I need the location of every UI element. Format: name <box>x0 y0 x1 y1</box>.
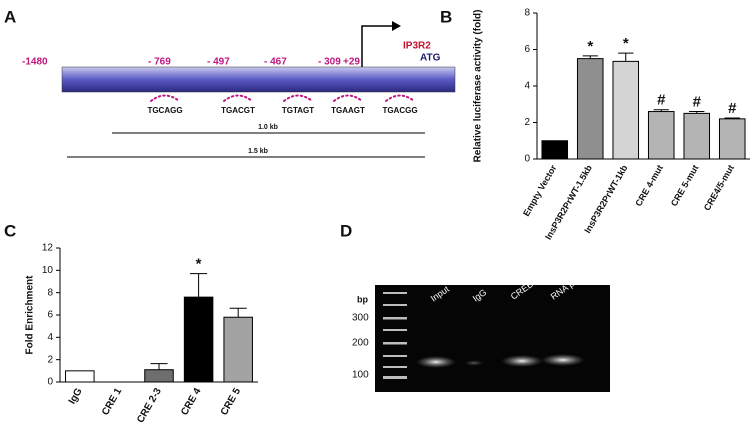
y-tick-label: 8 <box>47 287 53 298</box>
panel-label: D <box>340 221 352 240</box>
bar <box>65 370 95 383</box>
x-tick-label: CRE 5 <box>219 386 243 417</box>
x-tick-label: IgG <box>67 386 85 406</box>
y-axis-label: Fold Enrichment <box>25 275 36 355</box>
x-tick-label: CRE 4-mut <box>633 163 665 208</box>
y-tick-label: 4 <box>47 332 53 343</box>
y-tick-label: 6 <box>524 44 530 55</box>
error-bar <box>653 109 669 112</box>
gene-label: IP3R2 <box>403 41 431 52</box>
position-label: +29 <box>343 57 360 68</box>
y-tick-label: 10 <box>42 265 54 276</box>
ladder-band <box>383 355 407 357</box>
ladder-band <box>383 376 407 379</box>
lane-label: DNA ladder <box>383 251 426 286</box>
error-bar <box>618 52 634 62</box>
promoter-diagram: A -1480 - 769 - 497 - 467 - 309 +29 IP3R… <box>4 7 456 158</box>
significance: # <box>657 92 666 109</box>
y-tick-label: 4 <box>524 81 530 92</box>
gel-band <box>464 360 484 366</box>
panel-label: B <box>440 7 452 26</box>
fragment-label: 1.0 kb <box>258 124 278 131</box>
tss-arrow <box>361 25 392 67</box>
panel-label: C <box>4 221 16 240</box>
motif: TGTAGT <box>282 106 314 115</box>
size-marker: 100 <box>352 370 369 381</box>
bar <box>718 118 746 160</box>
motif: TGACGT <box>221 106 255 115</box>
x-tick-label: CRE 4 <box>179 386 203 417</box>
motif: TGACGG <box>382 106 417 115</box>
error-bar <box>150 363 168 370</box>
size-unit: bp <box>357 294 368 304</box>
error-bar <box>229 307 247 318</box>
bar <box>683 112 711 160</box>
bar <box>183 296 214 383</box>
fragment-label: 1.5 kb <box>248 148 268 155</box>
gel-band <box>501 355 543 367</box>
motif: TGAAGT <box>331 106 365 115</box>
error-bar <box>724 117 740 119</box>
x-tick-label: Empty Vector <box>521 163 559 218</box>
ladder-band <box>383 292 407 294</box>
y-tick-label: 6 <box>47 310 53 321</box>
motif-arc <box>385 94 415 102</box>
ladder-band <box>383 366 407 368</box>
error-bar <box>689 111 705 114</box>
significance: # <box>728 100 737 117</box>
error-bar <box>190 273 208 298</box>
motif-arc <box>283 94 313 102</box>
error-bar <box>582 55 598 59</box>
ladder-band <box>383 342 407 345</box>
ladder <box>383 292 407 379</box>
position-label: - 467 <box>264 57 287 68</box>
bar <box>541 140 569 160</box>
y-axis-label: Relative luciferase activity (fold) <box>473 10 484 163</box>
gel-image <box>375 285 610 392</box>
significance: * <box>196 256 202 273</box>
motif-arc <box>223 94 253 102</box>
position-label: - 497 <box>207 57 230 68</box>
y-tick-label: 12 <box>42 243 54 254</box>
atg-label: ATG <box>420 53 441 64</box>
size-marker: 200 <box>352 338 369 349</box>
gel-band <box>416 356 456 368</box>
x-tick-label: CRE4/5-mut <box>702 163 736 212</box>
position-label: -1480 <box>22 57 48 68</box>
bar <box>576 58 604 160</box>
ladder-band <box>383 317 407 320</box>
size-marker: 300 <box>352 313 369 324</box>
bar <box>223 316 253 383</box>
y-tick-label: 8 <box>524 8 530 19</box>
bar <box>144 369 174 383</box>
ladder-band <box>383 329 407 331</box>
significance: # <box>693 94 702 111</box>
motif: TGCAGG <box>147 106 182 115</box>
arrow-head <box>392 21 401 31</box>
panel-label: A <box>4 7 16 26</box>
y-tick-label: 2 <box>524 117 530 128</box>
gel-panel: D DNA ladder Input IgG CREB RNA polymera… <box>340 221 610 392</box>
y-tick-label: 0 <box>524 154 530 165</box>
y-tick-label: 0 <box>47 377 53 388</box>
position-label: - 309 <box>318 57 341 68</box>
motif-arc <box>150 94 180 102</box>
gel-band <box>541 354 585 366</box>
bar <box>647 111 675 160</box>
position-label: - 769 <box>148 57 171 68</box>
y-tick-label: 2 <box>47 354 53 365</box>
significance: * <box>587 38 593 55</box>
significance: * <box>623 35 629 52</box>
x-tick-label: CRE 2-3 <box>135 386 164 425</box>
bar <box>612 60 640 160</box>
promoter-bar <box>61 66 456 93</box>
x-tick-label: CRE 1 <box>100 386 124 417</box>
x-tick-label: CRE 5-mut <box>669 163 701 208</box>
motif-arc <box>333 94 363 102</box>
ladder-band <box>383 304 407 306</box>
